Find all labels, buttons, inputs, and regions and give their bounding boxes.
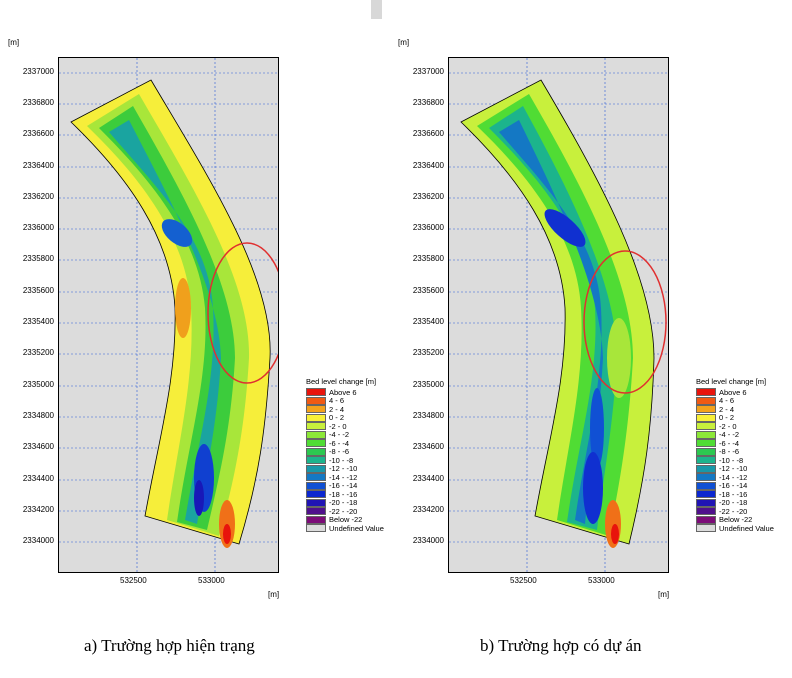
legend-item: -8 - -6	[696, 447, 774, 456]
legend-item: -18 - -16	[306, 490, 384, 499]
x-tick: 533000	[588, 576, 615, 585]
legend-item: -12 - -10	[696, 464, 774, 473]
y-tick: 2335200	[412, 348, 444, 357]
y-tick: 2334800	[22, 411, 54, 420]
y-tick: 2336200	[22, 192, 54, 201]
y-tick: 2336000	[412, 223, 444, 232]
legend-item: -14 - -12	[306, 473, 384, 482]
y-tick: 2335200	[22, 348, 54, 357]
legend-item: -4 - -2	[306, 430, 384, 439]
caption: a) Trường hợp hiện trạng	[84, 636, 255, 655]
x-tick: 532500	[120, 576, 147, 585]
highlight-circle	[583, 250, 667, 394]
legend-item: Undefined Value	[696, 524, 774, 533]
top-gray-bar	[371, 0, 382, 19]
legend-item: -10 - -8	[306, 456, 384, 465]
caption: b) Trường hợp có dự án	[480, 636, 642, 655]
y-axis-unit: [m]	[8, 38, 20, 47]
legend-item: -2 - 0	[696, 422, 774, 431]
legend-item: -22 - -20	[306, 507, 384, 516]
highlight-circle	[207, 242, 278, 384]
y-tick: 2334000	[22, 536, 54, 545]
legend-item: -6 - -4	[306, 439, 384, 448]
y-tick: 2335400	[22, 317, 54, 326]
legend-item: Below -22	[306, 515, 384, 524]
y-tick: 2337000	[22, 67, 54, 76]
x-tick: 532500	[510, 576, 537, 585]
legend-item: -18 - -16	[696, 490, 774, 499]
y-tick: 2335000	[22, 380, 54, 389]
legend-item: 2 - 4	[696, 405, 774, 414]
legend-item: -16 - -14	[696, 481, 774, 490]
legend-item: -8 - -6	[306, 447, 384, 456]
y-tick: 2334400	[412, 474, 444, 483]
y-tick: 2334600	[22, 442, 54, 451]
legend-item: Undefined Value	[306, 524, 384, 533]
legend-item: -2 - 0	[306, 422, 384, 431]
y-tick: 2334600	[412, 442, 444, 451]
y-tick: 2336600	[412, 129, 444, 138]
bed-level-map	[59, 58, 278, 572]
legend-item: Above 6	[306, 388, 384, 397]
y-tick: 2335800	[412, 254, 444, 263]
y-tick: 2335800	[22, 254, 54, 263]
bed-level-map	[449, 58, 668, 572]
legend-item: -20 - -18	[306, 498, 384, 507]
y-tick: 2334400	[22, 474, 54, 483]
y-tick: 2334200	[412, 505, 444, 514]
y-tick: 2337000	[412, 67, 444, 76]
map-plot-area[interactable]	[58, 57, 279, 573]
legend-item: 0 - 2	[696, 413, 774, 422]
legend-item: 4 - 6	[696, 396, 774, 405]
legend-item: 2 - 4	[306, 405, 384, 414]
legend: Bed level change [m] Above 6 4 - 6 2 - 4…	[306, 377, 384, 533]
y-axis-unit: [m]	[398, 38, 410, 47]
y-tick: 2336600	[22, 129, 54, 138]
legend-item: -10 - -8	[696, 456, 774, 465]
legend-item: -14 - -12	[696, 473, 774, 482]
map-panel-b: [m] 233700	[390, 0, 786, 678]
legend-item: -20 - -18	[696, 498, 774, 507]
legend-title: Bed level change [m]	[306, 377, 377, 386]
y-tick: 2336400	[412, 161, 444, 170]
y-tick: 2336800	[22, 98, 54, 107]
y-tick: 2334200	[22, 505, 54, 514]
map-panel-a: [m]	[8, 38, 384, 655]
y-tick: 2336400	[22, 161, 54, 170]
legend-item: Above 6	[696, 388, 774, 397]
y-tick: 2334800	[412, 411, 444, 420]
legend-item: Below -22	[696, 515, 774, 524]
legend-item: 4 - 6	[306, 396, 384, 405]
y-tick: 2336200	[412, 192, 444, 201]
y-tick: 2335600	[412, 286, 444, 295]
x-tick: 533000	[198, 576, 225, 585]
legend-item: -22 - -20	[696, 507, 774, 516]
legend-title: Bed level change [m]	[696, 377, 767, 386]
y-tick: 2335400	[412, 317, 444, 326]
y-tick: 2335600	[22, 286, 54, 295]
legend-item: -12 - -10	[306, 464, 384, 473]
y-tick: 2336800	[412, 98, 444, 107]
legend-item: 0 - 2	[306, 413, 384, 422]
x-axis-unit: [m]	[658, 590, 670, 599]
y-tick: 2335000	[412, 380, 444, 389]
y-tick: 2336000	[22, 223, 54, 232]
legend: Bed level change [m] Above 6 4 - 6 2 - 4…	[696, 377, 774, 533]
legend-item: -6 - -4	[696, 439, 774, 448]
y-tick: 2334000	[412, 536, 444, 545]
legend-item: -16 - -14	[306, 481, 384, 490]
map-plot-area[interactable]	[448, 57, 669, 573]
legend-item: -4 - -2	[696, 430, 774, 439]
x-axis-unit: [m]	[268, 590, 280, 599]
